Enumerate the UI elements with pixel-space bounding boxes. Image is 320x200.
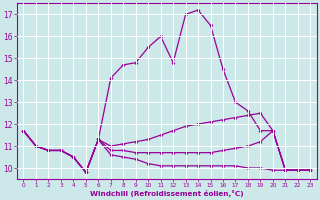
X-axis label: Windchill (Refroidissement éolien,°C): Windchill (Refroidissement éolien,°C) — [90, 190, 244, 197]
